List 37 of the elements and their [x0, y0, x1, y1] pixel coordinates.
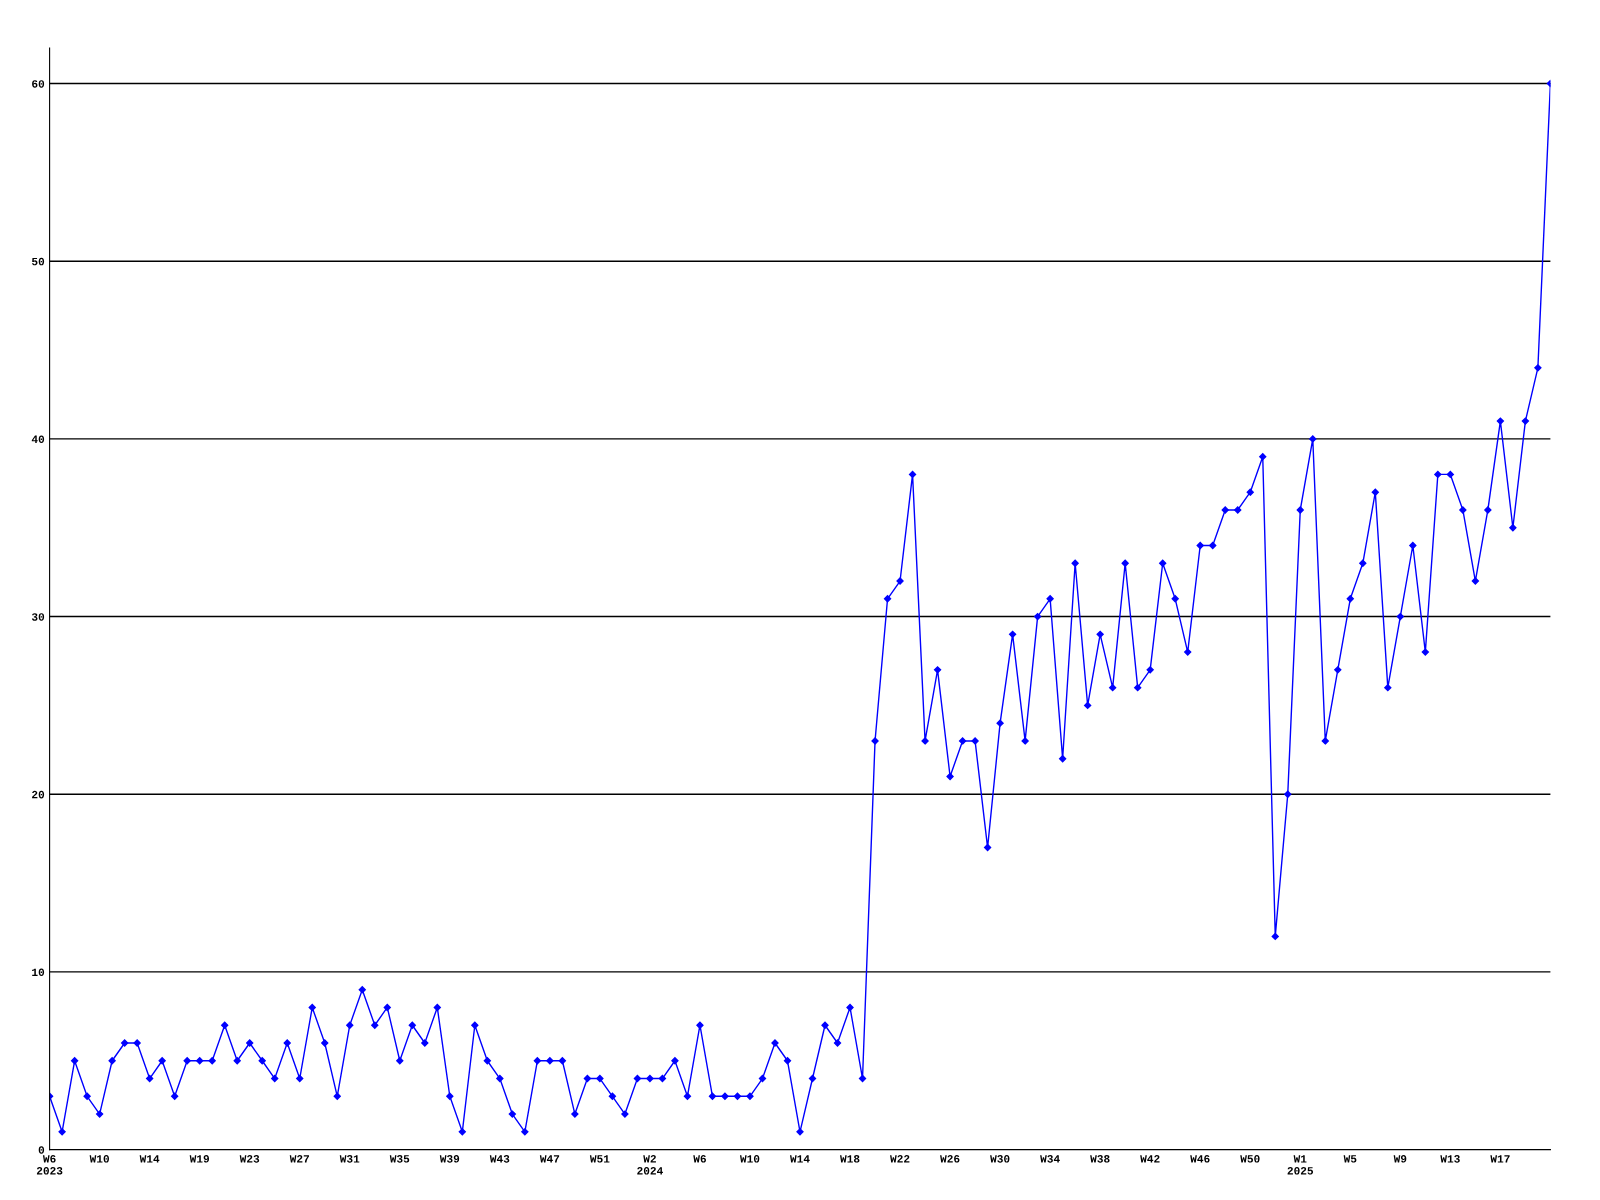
x-tick-label: W46 — [1190, 1155, 1210, 1163]
y-tick-label: 20 — [32, 790, 45, 799]
x-tick-label: W43 — [489, 1155, 510, 1163]
x-tick-label: W50 — [1240, 1155, 1260, 1163]
x-tick-label: W31 — [339, 1155, 360, 1163]
y-tick-label: 60 — [32, 80, 45, 88]
x-tick-label: W27 — [289, 1155, 309, 1163]
x-tick-label: W47 — [539, 1155, 560, 1163]
x-tick-label: W26 — [940, 1155, 960, 1163]
x-tick-label: W39 — [439, 1155, 460, 1163]
x-tick-label: W14 — [139, 1155, 160, 1163]
y-tick-label: 30 — [31, 613, 45, 621]
x-tick-label: W18 — [840, 1155, 860, 1163]
y-tick-label: 50 — [31, 257, 45, 266]
x-tick-label: W1 2025 — [1287, 1155, 1314, 1175]
x-tick-label: W10 — [89, 1155, 109, 1163]
x-tick-label: W30 — [990, 1155, 1010, 1163]
y-tick-label: 40 — [31, 435, 45, 444]
x-tick-label: W13 — [1440, 1155, 1460, 1163]
x-tick-label: W38 — [1090, 1155, 1110, 1163]
x-tick-label: W22 — [890, 1155, 910, 1163]
x-tick-label: W9 — [1393, 1155, 1407, 1163]
x-tick-label: W23 — [239, 1155, 260, 1163]
x-tick-label: W6 — [693, 1155, 706, 1163]
x-tick-label: W10 — [739, 1155, 760, 1163]
x-tick-label: W35 — [389, 1155, 410, 1163]
x-tick-label: W42 — [1140, 1155, 1160, 1163]
x-tick-label: W5 — [1343, 1155, 1357, 1163]
x-tick-label: W14 — [790, 1155, 810, 1163]
x-tick-label: W34 — [1040, 1155, 1060, 1163]
y-tick-label: 0 — [38, 1146, 45, 1154]
x-tick-label: W17 — [1490, 1155, 1510, 1163]
x-tick-label: W19 — [189, 1155, 210, 1163]
x-tick-label: W6 2023 — [36, 1155, 63, 1175]
y-tick-label: 10 — [32, 968, 45, 977]
x-tick-label: W2 2024 — [637, 1155, 663, 1175]
x-tick-label: W51 — [589, 1155, 610, 1163]
